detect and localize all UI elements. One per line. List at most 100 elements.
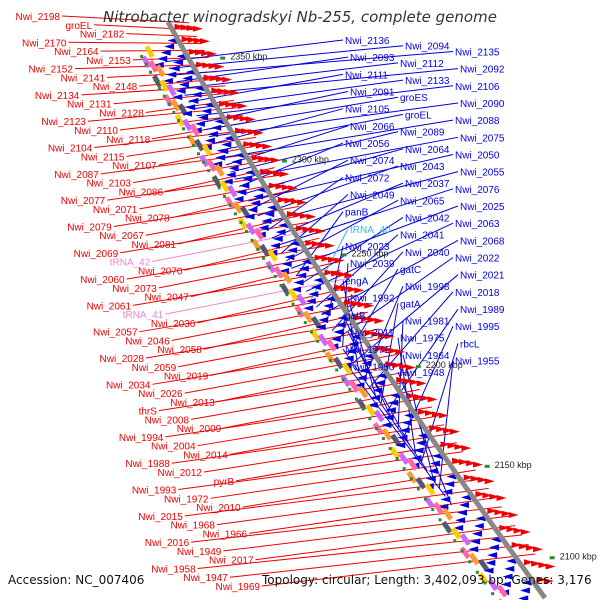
gene-label[interactable]: engA xyxy=(345,276,369,287)
gene-label[interactable]: Nwi_2026 xyxy=(138,389,183,400)
gene-label[interactable]: Nwi_2107 xyxy=(112,161,157,172)
gene-label[interactable]: tRNA_41 xyxy=(123,310,164,321)
gene-label[interactable]: Nwi_2133 xyxy=(405,76,450,87)
gene-label[interactable]: Nwi_2086 xyxy=(119,187,164,198)
gene-label[interactable]: Nwi_2069 xyxy=(74,249,119,260)
gene-label[interactable]: Nwi_2004 xyxy=(151,442,196,453)
gene-label[interactable]: Nwi_2110 xyxy=(74,126,118,137)
gene-label[interactable]: Nwi_2106 xyxy=(455,82,500,93)
gene-label[interactable]: Nwi_2068 xyxy=(460,236,505,247)
gene-label[interactable]: Nwi_2079 xyxy=(67,222,112,233)
gene-label[interactable]: Nwi_1993 xyxy=(132,486,177,497)
gene-label[interactable]: Nwi_2105 xyxy=(345,105,390,116)
gene-label[interactable]: Nwi_2037 xyxy=(405,179,450,190)
gene-label[interactable]: gatB xyxy=(345,311,366,322)
gene-label[interactable]: Nwi_2198 xyxy=(16,12,61,23)
gene-label[interactable]: Nwi_2008 xyxy=(145,415,190,426)
gene-label[interactable]: Nwi_2010 xyxy=(196,503,241,514)
gene-label[interactable]: groEL xyxy=(65,21,92,32)
gene-label[interactable]: Nwi_2018 xyxy=(455,288,500,299)
gene-label[interactable]: Nwi_2170 xyxy=(22,38,67,49)
gene-label[interactable]: Nwi_2042 xyxy=(405,213,450,224)
gene-label[interactable]: rbcL xyxy=(460,339,480,350)
gene-label[interactable]: Nwi_2028 xyxy=(100,354,145,365)
gene-label[interactable]: Nwi_1988 xyxy=(125,459,170,470)
gene-label[interactable]: Nwi_2115 xyxy=(81,152,125,163)
gene-label[interactable]: Nwi_2076 xyxy=(455,185,500,196)
gene-label[interactable]: pyrB xyxy=(214,477,235,488)
gene-label[interactable]: Nwi_2058 xyxy=(157,345,202,356)
gene-label[interactable]: Nwi_1964 xyxy=(405,351,450,362)
gene-label[interactable]: Nwi_1958 xyxy=(151,564,196,575)
gene-label[interactable]: Nwi_2134 xyxy=(35,91,80,102)
gene-label[interactable]: Nwi_2128 xyxy=(99,108,144,119)
gene-label[interactable]: Nwi_2034 xyxy=(106,380,151,391)
gene-label[interactable]: Nwi_2022 xyxy=(455,254,500,265)
gene-label[interactable]: Nwi_1994 xyxy=(119,433,164,444)
gene-label[interactable]: Nwi_2039 xyxy=(350,259,395,270)
gene-label[interactable]: Nwi_2011 xyxy=(350,328,394,339)
gene-label[interactable]: panB xyxy=(345,208,369,219)
gene-label[interactable]: Nwi_2013 xyxy=(170,398,215,409)
gene-label[interactable]: Nwi_2094 xyxy=(405,42,450,53)
gene-label[interactable]: Nwi_2092 xyxy=(460,65,505,76)
gene-label[interactable]: Nwi_2055 xyxy=(460,168,505,179)
gene-label[interactable]: Nwi_2093 xyxy=(350,53,395,64)
gene-label[interactable]: Nwi_1949 xyxy=(177,547,222,558)
gene-label[interactable]: Nwi_2074 xyxy=(350,156,395,167)
gene-label[interactable]: Nwi_2016 xyxy=(145,538,190,549)
gene-label[interactable]: gatA xyxy=(400,299,421,310)
gene-label[interactable]: Nwi_1966 xyxy=(203,529,248,540)
gene-label[interactable]: Nwi_2123 xyxy=(41,117,86,128)
gene-label[interactable]: Nwi_2056 xyxy=(345,139,390,150)
gene-label[interactable]: Nwi_2019 xyxy=(164,372,209,383)
gene-label[interactable]: Nwi_2043 xyxy=(400,162,445,173)
gene-label[interactable]: Nwi_2088 xyxy=(455,116,500,127)
gene-label[interactable]: Nwi_2015 xyxy=(138,512,183,523)
gene-label[interactable]: Nwi_1981 xyxy=(405,316,450,327)
gene-label[interactable]: Nwi_1955 xyxy=(455,357,500,368)
gene-label[interactable]: tRNA_42 xyxy=(110,258,151,269)
gene-label[interactable]: Nwi_2104 xyxy=(48,144,93,155)
gene-label[interactable]: Nwi_2118 xyxy=(106,135,150,146)
gene-label[interactable]: Nwi_2112 xyxy=(400,59,444,70)
gene-label[interactable]: Nwi_2075 xyxy=(460,133,505,144)
gene-label[interactable]: Nwi_2046 xyxy=(125,336,170,347)
gene-label[interactable]: Nwi_2087 xyxy=(54,170,99,181)
gene-label[interactable]: Nwi_1995 xyxy=(455,322,500,333)
gene-label[interactable]: Nwi_2070 xyxy=(138,266,183,277)
gene-label[interactable]: Nwi_2023 xyxy=(345,242,390,253)
gene-label[interactable]: Nwi_2060 xyxy=(80,275,125,286)
gene-label[interactable]: Nwi_2077 xyxy=(61,196,106,207)
gene-label[interactable]: Nwi_2047 xyxy=(144,293,189,304)
gene-label[interactable]: Nwi_2025 xyxy=(460,202,505,213)
gene-label[interactable]: Nwi_2089 xyxy=(400,128,445,139)
gene-label[interactable]: thrS xyxy=(139,407,158,418)
gene-label[interactable]: Nwi_1947 xyxy=(183,573,228,584)
gene-label[interactable]: Nwi_2061 xyxy=(87,301,132,312)
gene-label[interactable]: Nwi_2014 xyxy=(183,450,228,461)
gene-label[interactable]: Nwi_2021 xyxy=(460,271,505,282)
gene-label[interactable]: Nwi_2164 xyxy=(54,47,99,58)
gene-label[interactable]: Nwi_1989 xyxy=(460,305,505,316)
gene-label[interactable]: tRNA_40 xyxy=(350,225,391,236)
gene-label[interactable]: Nwi_2090 xyxy=(460,99,505,110)
gene-label[interactable]: Nwi_2081 xyxy=(132,240,177,251)
gene-label[interactable]: Nwi_2103 xyxy=(86,179,131,190)
gene-label[interactable]: groES xyxy=(400,93,428,104)
gene-label[interactable]: Nwi_2071 xyxy=(93,205,138,216)
gene-label[interactable]: Nwi_2073 xyxy=(112,284,157,295)
gene-label[interactable]: Nwi_2049 xyxy=(350,191,395,202)
gene-label[interactable]: Nwi_2063 xyxy=(455,219,500,230)
gene-label[interactable]: Nwi_2017 xyxy=(209,556,254,567)
gene-label[interactable]: Nwi_2131 xyxy=(67,100,112,111)
gene-label[interactable]: Nwi_2111 xyxy=(345,70,388,81)
gene-label[interactable]: Nwi_2050 xyxy=(455,150,500,161)
gene-label[interactable]: Nwi_2135 xyxy=(455,47,500,58)
gene-label[interactable]: Nwi_2040 xyxy=(405,248,450,259)
gene-label[interactable]: Nwi_2141 xyxy=(61,73,106,84)
gene-label[interactable]: Nwi_1969 xyxy=(216,582,261,593)
gene-label[interactable]: gatC xyxy=(400,265,421,276)
gene-label[interactable]: Nwi_2072 xyxy=(345,173,390,184)
gene-label[interactable]: Nwi_1968 xyxy=(170,521,215,532)
